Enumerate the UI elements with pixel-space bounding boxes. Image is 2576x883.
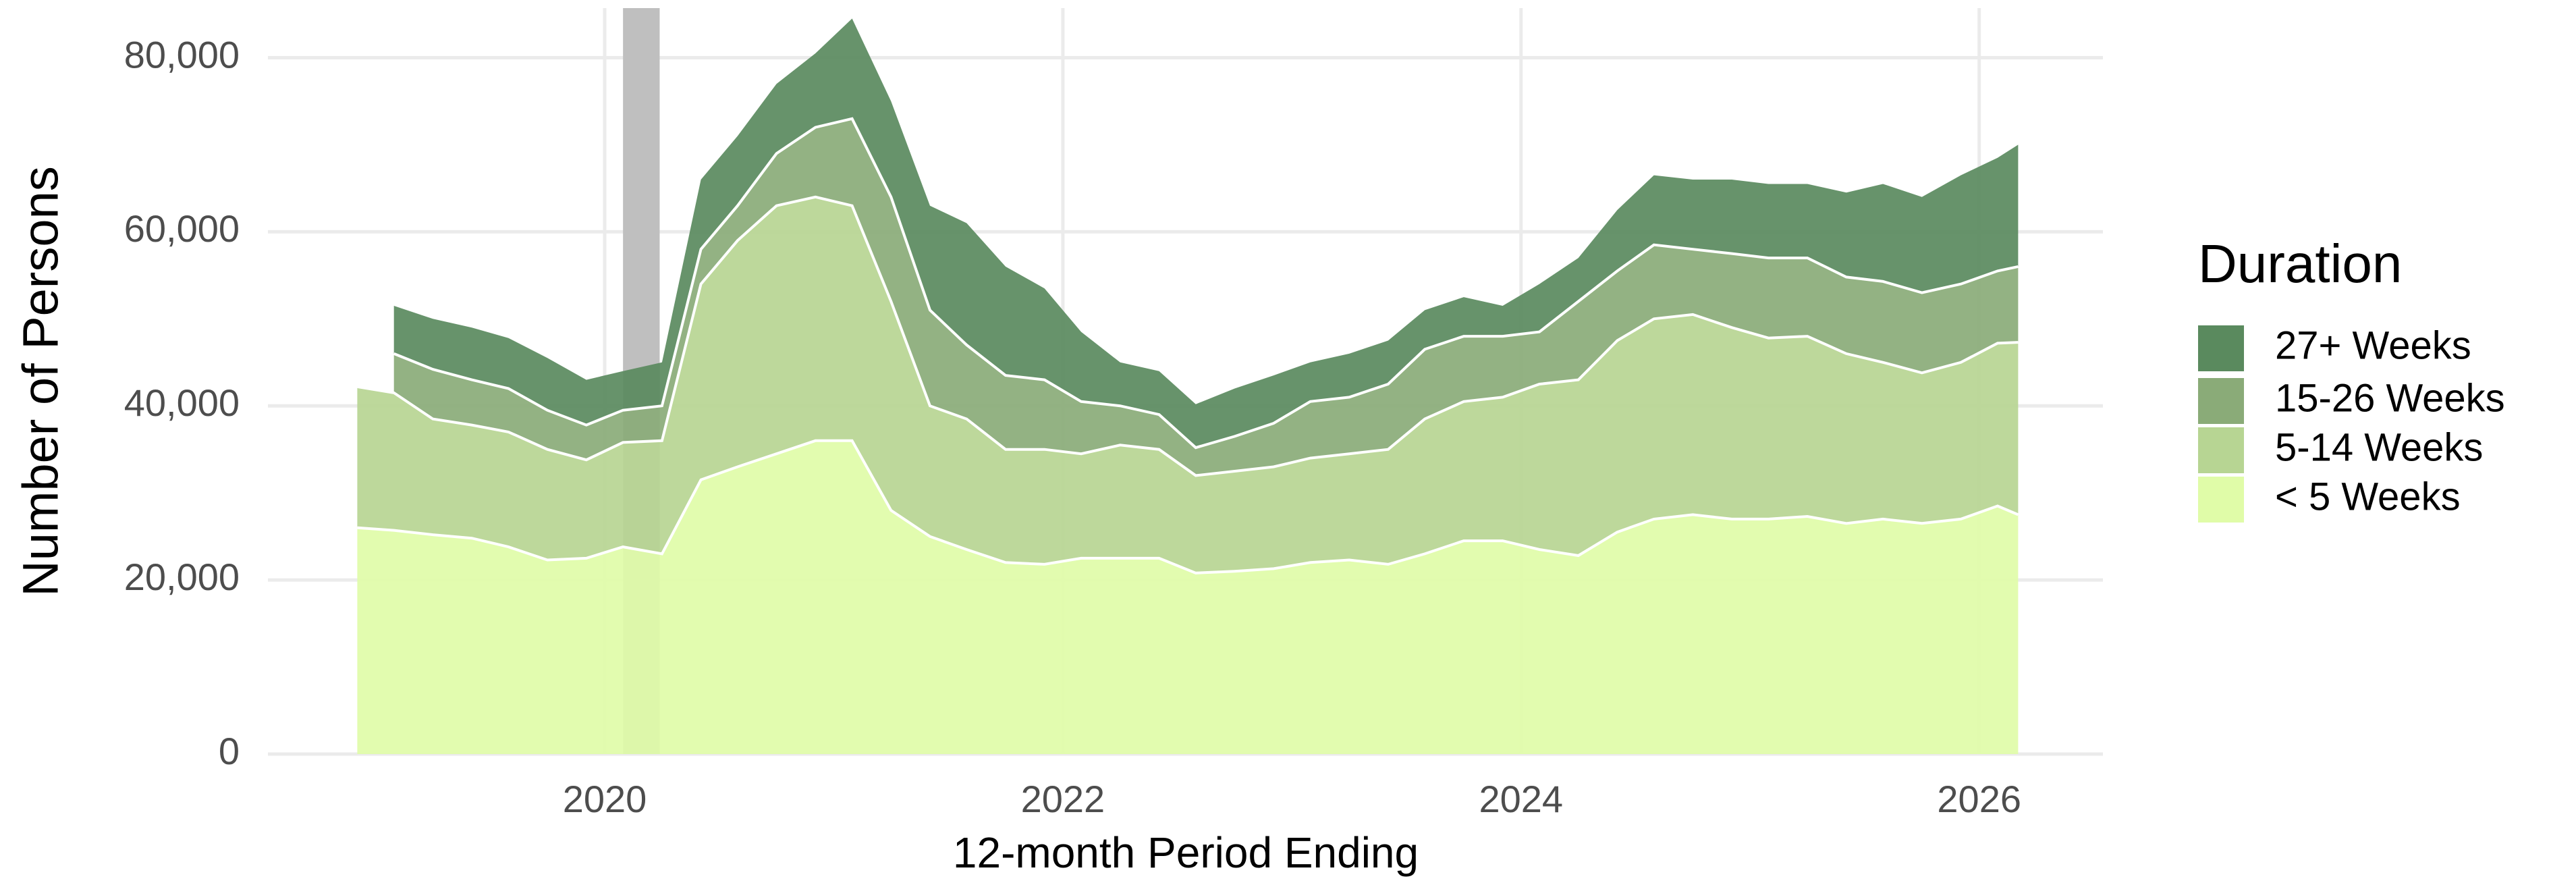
legend-swatch	[2198, 378, 2244, 424]
x-tick-label: 2022	[1021, 778, 1105, 820]
area	[393, 18, 2019, 448]
legend-label: 27+ Weeks	[2275, 323, 2471, 367]
legend-swatch	[2198, 477, 2244, 523]
area-boundary	[393, 117, 2019, 450]
legend-label: 5-14 Weeks	[2275, 425, 2483, 469]
y-tick-label: 20,000	[124, 556, 240, 598]
legend-swatch	[2198, 325, 2244, 371]
area-boundary	[357, 195, 2019, 477]
y-tick-label: 60,000	[124, 207, 240, 250]
y-axis-title: Number of Persons	[13, 166, 69, 597]
legend-label: 15-26 Weeks	[2275, 376, 2505, 420]
legend-label: < 5 Weeks	[2275, 475, 2461, 518]
area	[393, 118, 2019, 476]
y-tick-label: 0	[219, 730, 240, 772]
x-axis-title: 12-month Period Ending	[953, 828, 1419, 877]
legend-swatch	[2198, 427, 2244, 473]
area	[357, 440, 2019, 754]
y-tick-label: 80,000	[124, 33, 240, 76]
area-boundary	[357, 439, 2019, 574]
legend-title: Duration	[2198, 234, 2402, 294]
x-tick-label: 2024	[1479, 778, 1564, 820]
plot-area	[357, 8, 2019, 754]
legend: Duration 27+ Weeks 15-26 Weeks 5-14 Weeks <…	[2198, 234, 2505, 523]
x-tick-label: 2026	[1937, 778, 2021, 820]
area	[357, 196, 2019, 573]
y-tick-label: 40,000	[124, 381, 240, 424]
x-tick-label: 2020	[563, 778, 647, 820]
